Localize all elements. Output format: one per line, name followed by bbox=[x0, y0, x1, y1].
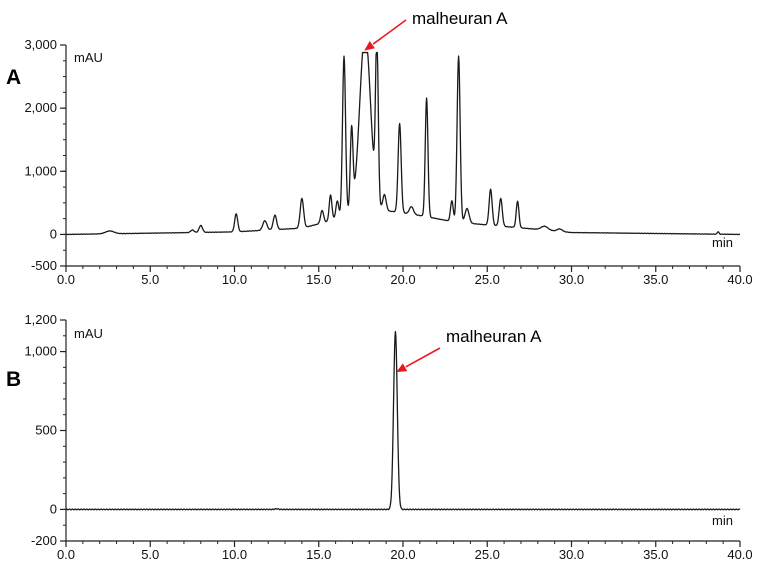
panel-letter: B bbox=[6, 368, 21, 391]
x-unit-label: min bbox=[712, 235, 733, 250]
annotation-arrow-line bbox=[405, 347, 441, 368]
x-tick-label: 40.0 bbox=[727, 547, 752, 562]
y-tick-label: 0 bbox=[50, 226, 57, 241]
chromatogram-trace bbox=[65, 51, 741, 236]
y-tick-label: 3,000 bbox=[24, 37, 57, 52]
annotation-arrow-head bbox=[396, 363, 408, 373]
annotation-label: malheuran A bbox=[446, 327, 542, 346]
y-tick-label: -500 bbox=[31, 258, 57, 273]
y-unit-label: mAU bbox=[74, 326, 103, 341]
y-tick-label: -200 bbox=[31, 533, 57, 548]
annotation-arrow-head bbox=[364, 41, 375, 51]
x-tick-label: 30.0 bbox=[559, 547, 584, 562]
x-tick-label: 25.0 bbox=[475, 272, 500, 287]
x-tick-label: 10.0 bbox=[222, 547, 247, 562]
chromatogram-trace bbox=[65, 330, 741, 511]
x-tick-label: 20.0 bbox=[390, 547, 415, 562]
x-tick-label: 5.0 bbox=[141, 272, 159, 287]
x-tick-label: 15.0 bbox=[306, 272, 331, 287]
annotation-label: malheuran A bbox=[412, 9, 508, 28]
y-tick-label: 0 bbox=[50, 501, 57, 516]
y-tick-label: 1,000 bbox=[24, 344, 57, 359]
annotation-arrow-line bbox=[372, 19, 407, 45]
x-unit-label: min bbox=[712, 513, 733, 528]
x-tick-label: 5.0 bbox=[141, 547, 159, 562]
x-tick-label: 0.0 bbox=[57, 547, 75, 562]
x-tick-label: 30.0 bbox=[559, 272, 584, 287]
x-tick-label: 40.0 bbox=[727, 272, 752, 287]
y-unit-label: mAU bbox=[74, 50, 103, 65]
y-tick-label: 1,200 bbox=[24, 312, 57, 327]
x-tick-label: 15.0 bbox=[306, 547, 331, 562]
x-tick-label: 10.0 bbox=[222, 272, 247, 287]
x-tick-label: 20.0 bbox=[390, 272, 415, 287]
y-tick-label: 1,000 bbox=[24, 163, 57, 178]
x-tick-label: 0.0 bbox=[57, 272, 75, 287]
x-tick-label: 25.0 bbox=[475, 547, 500, 562]
x-tick-label: 35.0 bbox=[643, 272, 668, 287]
x-tick-label: 35.0 bbox=[643, 547, 668, 562]
panel-letter: A bbox=[6, 66, 21, 89]
y-tick-label: 500 bbox=[35, 423, 57, 438]
y-tick-label: 2,000 bbox=[24, 100, 57, 115]
